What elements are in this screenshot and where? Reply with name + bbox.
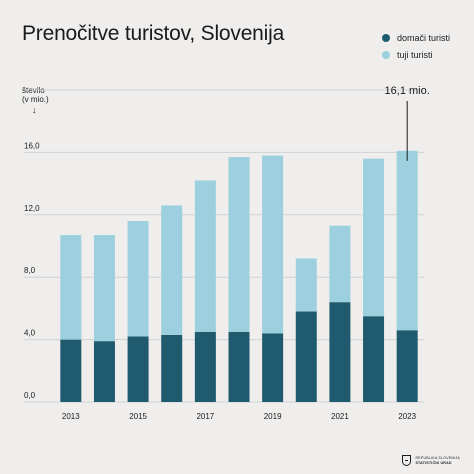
x-tick-label: 2017: [196, 412, 214, 421]
bar-domestic: [194, 331, 216, 402]
bar-foreign: [262, 155, 284, 334]
bar-foreign: [329, 225, 351, 303]
bar-foreign: [396, 150, 418, 331]
bar-domestic: [161, 334, 183, 402]
y-tick-label: 0,0: [24, 391, 36, 400]
bar-domestic: [93, 341, 115, 402]
legend-swatch-domestic: [382, 33, 390, 42]
y-tick-label: 16,0: [24, 141, 40, 150]
bar-foreign: [228, 157, 250, 332]
legend-item-foreign: tuji turisti: [382, 47, 450, 62]
bar-domestic: [127, 336, 149, 402]
bar-domestic: [295, 311, 317, 402]
bar-domestic: [262, 333, 284, 402]
bar-foreign: [127, 221, 149, 337]
bar-domestic: [228, 331, 250, 402]
logo-line-1: REPUBLIKA SLOVENIJA: [415, 456, 460, 461]
bar-foreign: [93, 235, 115, 342]
bar-foreign: [161, 205, 183, 335]
logo-line-2: STATISTIČNI URAD: [415, 460, 452, 465]
legend-item-domestic: domači turisti: [382, 30, 450, 45]
chart-legend: domači turisti tuji turisti: [382, 30, 450, 64]
y-tick-label: 12,0: [24, 204, 40, 213]
bar-foreign: [194, 180, 216, 332]
y-axis-arrow-icon: ↓: [32, 105, 37, 115]
bar-domestic: [329, 302, 351, 402]
x-tick-label: 2019: [264, 412, 282, 421]
legend-label-foreign: tuji turisti: [397, 49, 433, 60]
bar-foreign: [295, 258, 317, 312]
annotation-label: 16,1 mio.: [385, 85, 430, 97]
bar-foreign: [363, 158, 385, 317]
x-tick-label: 2021: [331, 412, 349, 421]
logo-text: REPUBLIKA SLOVENIJA STATISTIČNI URAD: [415, 456, 460, 465]
y-tick-label: 4,0: [24, 329, 36, 338]
bar-domestic: [363, 316, 385, 402]
coat-of-arms-icon: [402, 455, 412, 466]
legend-label-domestic: domači turisti: [397, 32, 451, 43]
chart-title: Prenočitve turistov, Slovenija: [22, 22, 285, 45]
x-tick-label: 2013: [62, 412, 80, 421]
y-tick-label: 8,0: [24, 266, 36, 275]
bar-foreign: [60, 235, 82, 340]
x-tick-label: 2015: [129, 412, 147, 421]
bar-domestic: [60, 339, 82, 402]
footer-logo: REPUBLIKA SLOVENIJA STATISTIČNI URAD: [402, 455, 460, 466]
legend-swatch-foreign: [382, 50, 390, 59]
y-axis-label-line-2: (v mio.): [22, 95, 49, 104]
x-tick-label: 2023: [398, 412, 416, 421]
bar-domestic: [396, 330, 418, 402]
